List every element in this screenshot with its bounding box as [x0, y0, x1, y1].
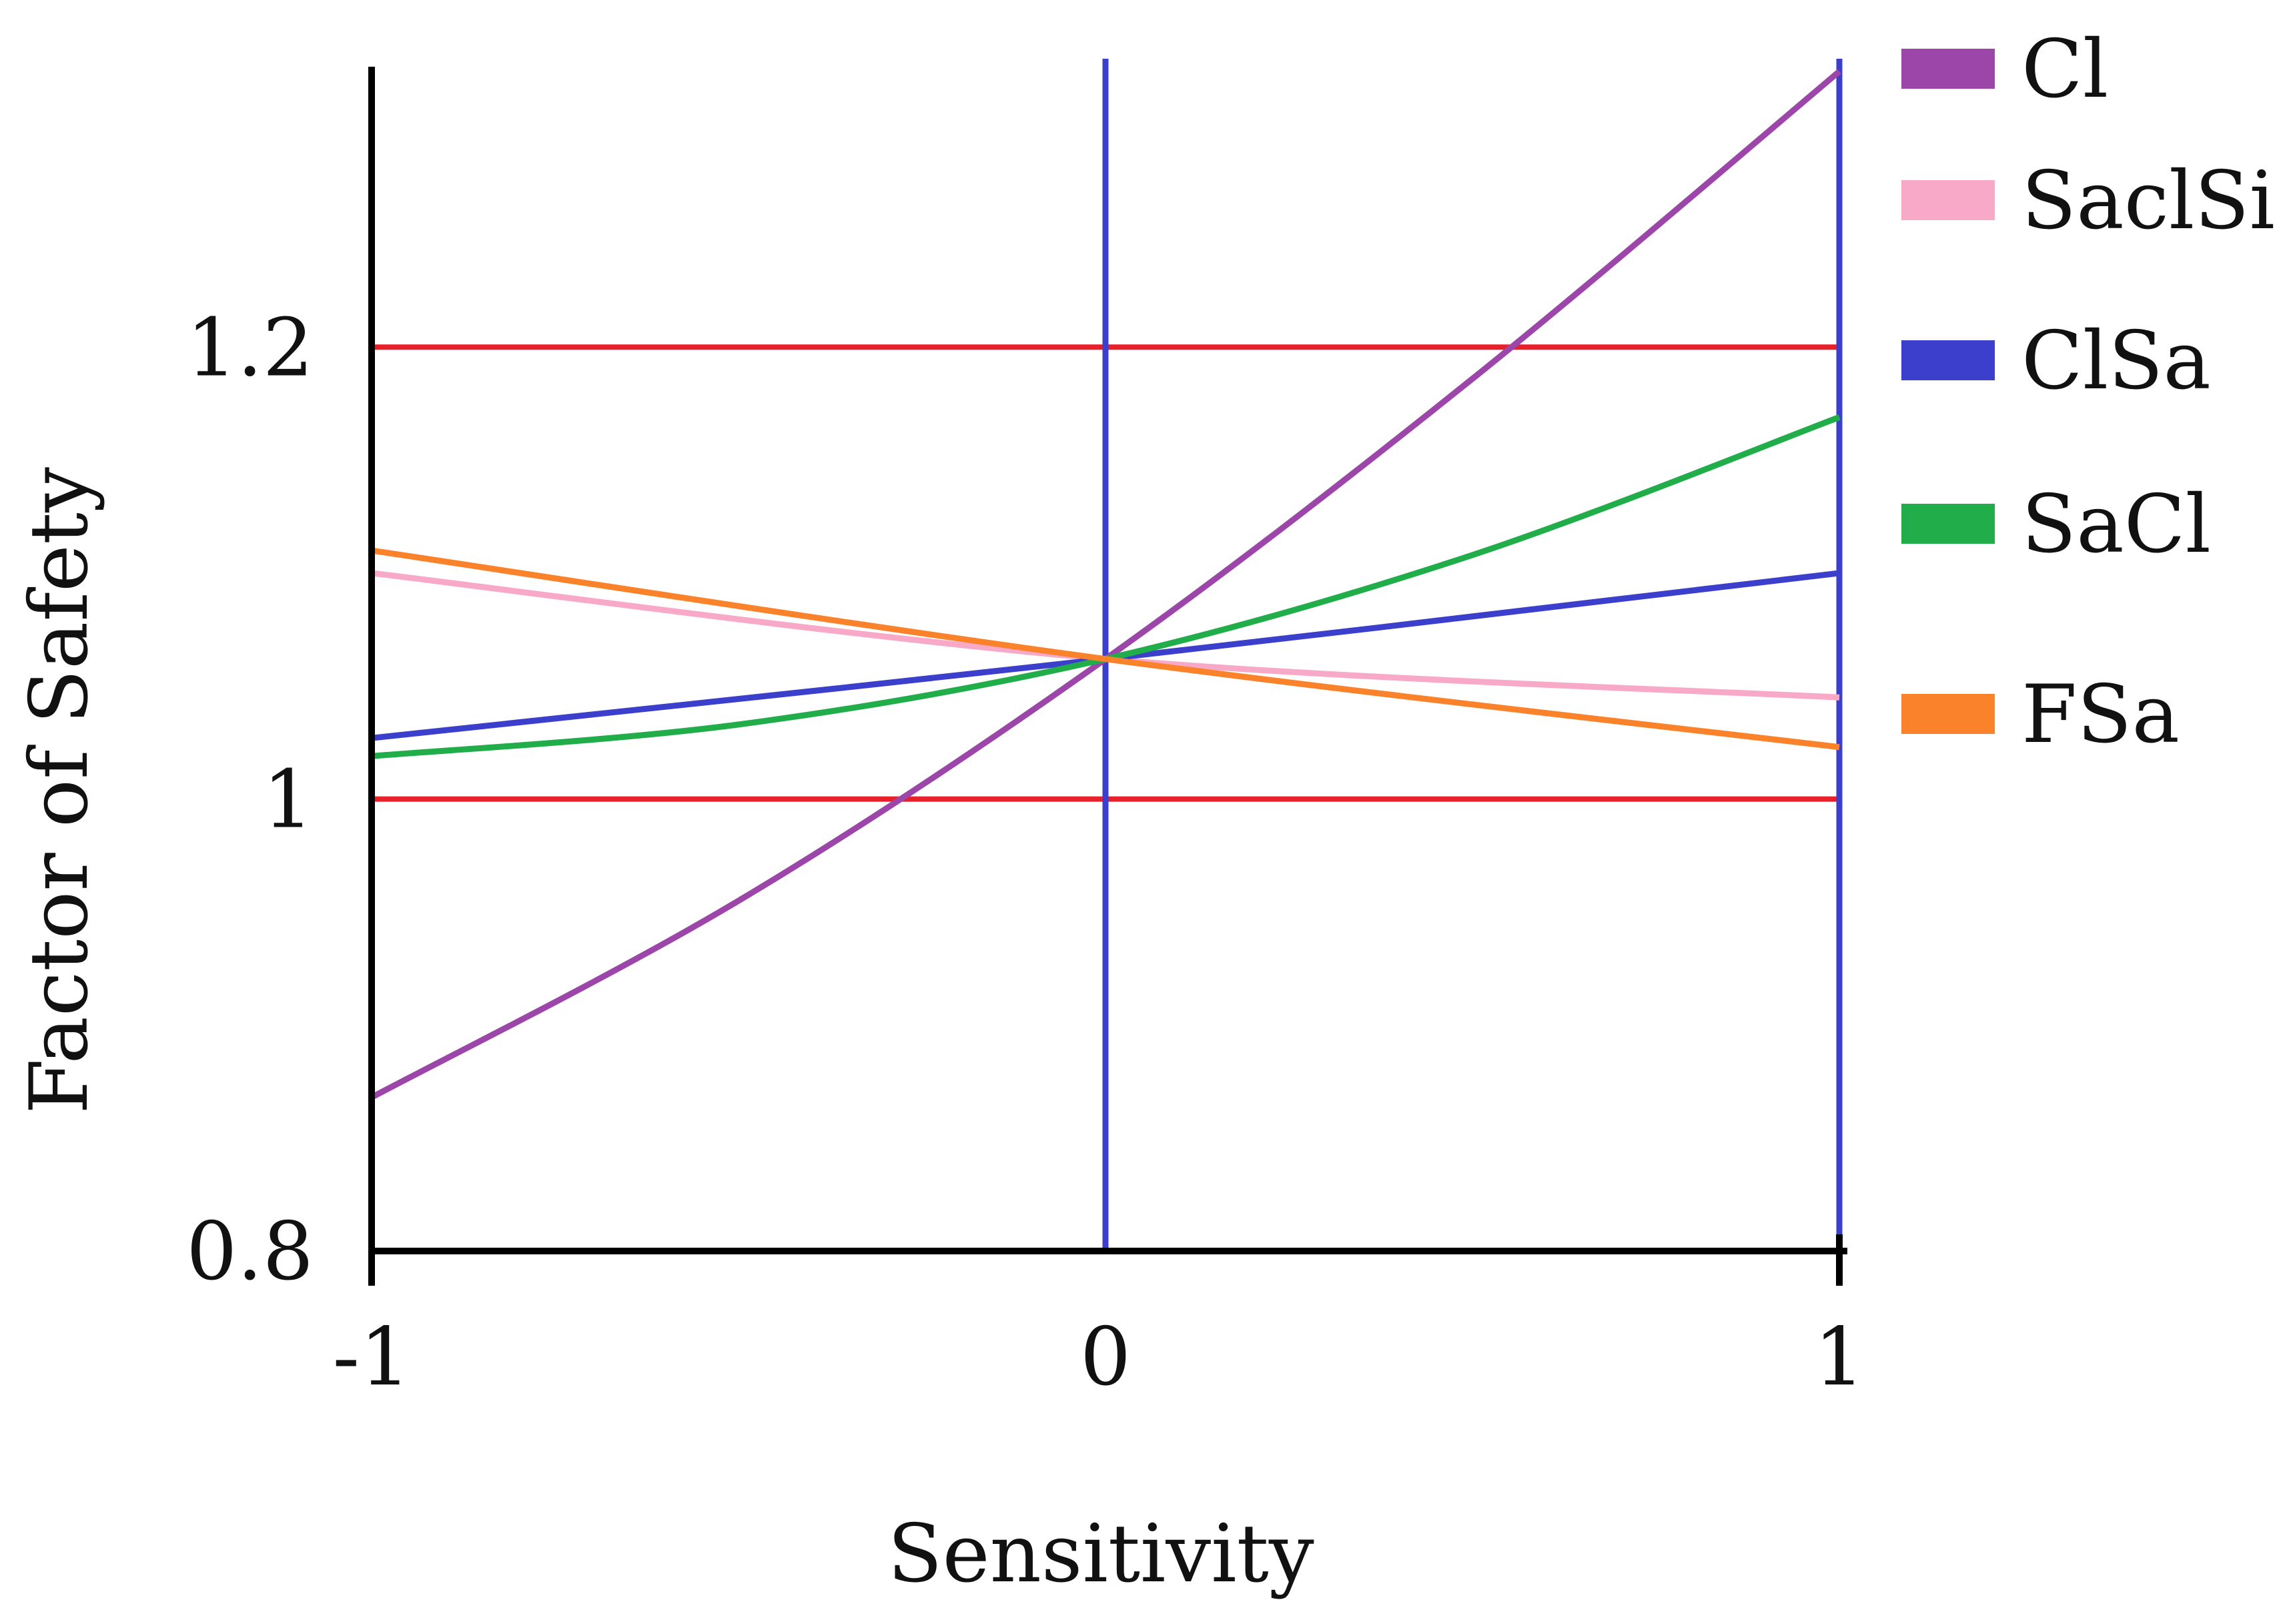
y-axis-title: Factor of Safety	[13, 467, 106, 1114]
legend: Cl SaclSi ClSa SaCl FSa	[1901, 23, 2275, 761]
legend-item-sacl: SaCl	[1901, 478, 2211, 571]
legend-item-cl: Cl	[1901, 23, 2108, 116]
x-tick-label: 1	[1814, 1311, 1865, 1404]
legend-label: SaclSi	[2021, 155, 2275, 248]
x-tick-label: -1	[333, 1311, 411, 1404]
legend-swatch	[1901, 694, 1995, 734]
legend-item-fsa: FSa	[1901, 669, 2180, 761]
y-tick-label: 1.2	[186, 302, 314, 394]
reference-lines	[372, 59, 1843, 1251]
legend-label: FSa	[2021, 669, 2180, 761]
tick-labels: -1 0 1 0.8 1 1.2	[186, 302, 1865, 1404]
x-tick-label: 0	[1080, 1311, 1131, 1404]
y-tick-label: 0.8	[186, 1206, 314, 1298]
series-lines	[370, 69, 1841, 1100]
legend-item-clsa: ClSa	[1901, 315, 2211, 408]
legend-label: ClSa	[2021, 315, 2211, 408]
x-axis-title: Sensitivity	[887, 1508, 1314, 1601]
legend-swatch	[1901, 340, 1995, 380]
legend-label: Cl	[2021, 23, 2108, 116]
legend-label: SaCl	[2021, 478, 2211, 571]
y-tick-label: 1	[263, 754, 314, 847]
legend-swatch	[1901, 180, 1995, 220]
series-line-cl	[370, 69, 1841, 1100]
axes	[368, 67, 1847, 1286]
legend-item-saclsi: SaclSi	[1901, 155, 2275, 248]
series-line-fsa	[371, 547, 1840, 751]
legend-swatch	[1901, 49, 1995, 89]
legend-swatch	[1901, 504, 1995, 544]
